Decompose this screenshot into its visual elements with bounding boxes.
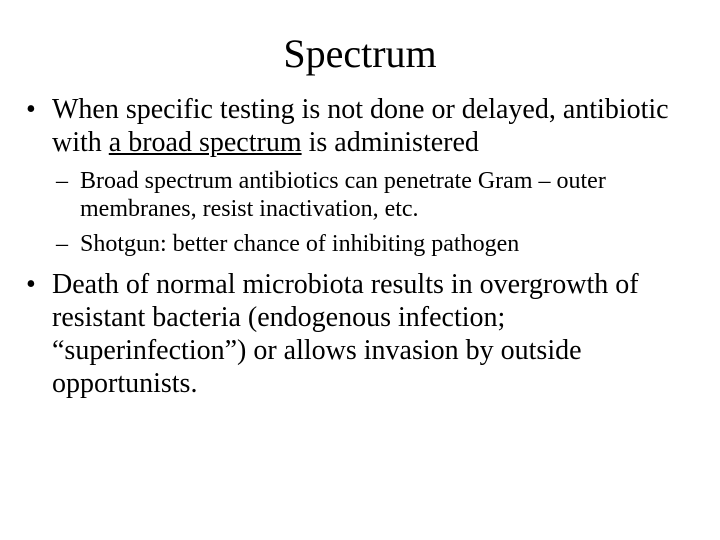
bullet-list-level1: When specific testing is not done or del… [20,93,700,400]
bullet-text-post: is administered [302,127,479,158]
bullet-list-level2: Broad spectrum antibiotics can penetrate… [52,167,700,258]
sub-bullet-item: Shotgun: better chance of inhibiting pat… [52,230,700,258]
bullet-item: Death of normal microbiota results in ov… [20,268,700,400]
bullet-item: When specific testing is not done or del… [20,93,700,258]
slide: Spectrum When specific testing is not do… [0,0,720,540]
slide-title: Spectrum [20,30,700,77]
sub-bullet-item: Broad spectrum antibiotics can penetrate… [52,167,700,224]
bullet-text-underlined: a broad spectrum [109,127,302,158]
